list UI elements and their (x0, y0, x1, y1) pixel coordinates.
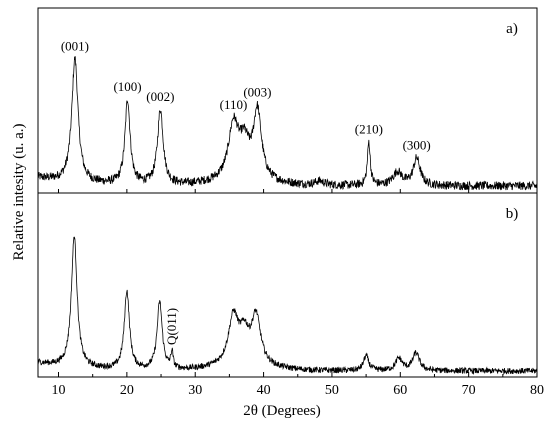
x-tick-label: 80 (530, 383, 544, 398)
peak-annotation: (100) (113, 79, 141, 94)
x-tick-label: 70 (462, 383, 476, 398)
x-tick-label: 40 (257, 383, 271, 398)
x-axis-ticks: 10 20 30 40 50 60 70 80 (52, 189, 544, 398)
x-tick-label: 50 (325, 383, 339, 398)
peak-annotation: (001) (61, 38, 89, 53)
peak-annotation: (110) (220, 97, 248, 112)
peak-annotation: (300) (403, 138, 431, 153)
panel-label: a) (506, 21, 518, 37)
panel-label: b) (506, 206, 519, 222)
x-tick-label: 10 (52, 383, 66, 398)
peak-annotation: (002) (146, 89, 174, 104)
peak-annotation: Q(011) (164, 308, 179, 345)
pattern-curves (37, 56, 538, 376)
x-tick-label: 30 (188, 383, 202, 398)
axes-frame (37, 7, 538, 378)
peak-annotation: (003) (243, 85, 271, 100)
pattern-curve-b (37, 236, 538, 376)
peak-annotation: (210) (355, 121, 383, 136)
x-axis-label: 2θ (Degrees) (243, 403, 321, 419)
x-tick-label: 20 (120, 383, 134, 398)
peak-annotations: a) (001) (100) (002) (110)(003) (210) (300) b) Q… (61, 21, 518, 345)
x-tick-label: 60 (393, 383, 407, 398)
y-axis-label: Relative intesity (u. a.) (11, 123, 27, 260)
pattern-curve-a (37, 56, 538, 191)
